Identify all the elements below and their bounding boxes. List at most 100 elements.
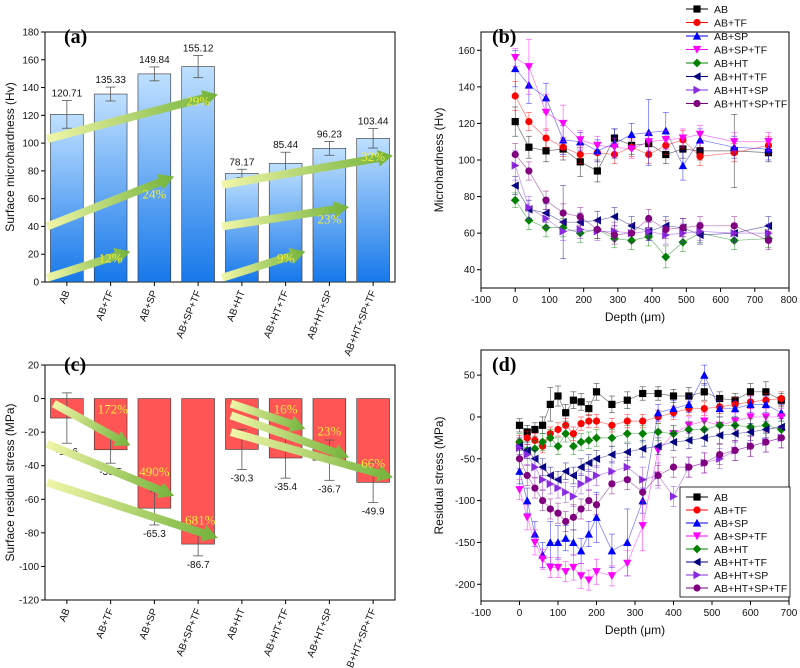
value-label: -36.7 — [318, 484, 341, 495]
data-point — [585, 497, 593, 505]
data-point — [577, 398, 585, 406]
data-point — [554, 425, 562, 434]
x-tick-label: AB+HT — [225, 607, 247, 641]
y-tick-label: 0 — [33, 394, 39, 405]
data-point — [553, 475, 562, 484]
x-tick-label: AB+HT+SP+TF — [343, 607, 379, 668]
data-point — [545, 433, 555, 443]
data-point — [553, 538, 563, 547]
y-tick-label: 20 — [28, 250, 40, 261]
data-point — [542, 147, 550, 155]
increase-arrow — [229, 428, 393, 482]
x-tick-label: 400 — [665, 608, 682, 619]
data-point — [764, 138, 773, 146]
data-point — [623, 447, 631, 457]
data-point — [653, 427, 663, 437]
data-point — [730, 138, 739, 146]
data-point — [569, 430, 578, 438]
data-point — [561, 534, 570, 542]
data-point — [554, 509, 562, 517]
data-point — [511, 54, 520, 62]
legend-entry: AB+SP — [714, 31, 748, 43]
data-point — [696, 227, 705, 236]
data-point — [531, 462, 540, 472]
data-point — [515, 421, 524, 429]
x-tick-label: 400 — [644, 295, 661, 306]
data-point — [669, 463, 678, 471]
data-point — [576, 546, 586, 555]
data-point — [764, 236, 773, 245]
percent-label: 12% — [99, 251, 123, 266]
data-point — [553, 563, 563, 572]
increase-arrow — [220, 247, 306, 282]
legend-entry: AB+HT+TF — [714, 72, 767, 84]
increase-arrow — [45, 247, 131, 282]
data-point — [561, 429, 571, 439]
data-point — [627, 229, 636, 237]
x-tick-label: 600 — [742, 608, 759, 619]
data-point — [730, 429, 739, 438]
y-tick-label: 140 — [22, 83, 39, 94]
value-label: 120.71 — [52, 88, 83, 99]
data-point — [539, 421, 547, 429]
panel-b-microhardness-depth: -100 0 100 200 300 400 500 600 700 800 40 60 80 100 12… — [432, 4, 798, 324]
increase-arrow — [46, 90, 218, 143]
data-point — [731, 446, 739, 454]
data-point — [554, 392, 562, 400]
data-point — [610, 212, 619, 221]
data-point — [777, 434, 785, 442]
y-tick-label: -100 — [455, 496, 475, 507]
data-point — [678, 161, 688, 170]
percent-label: 23% — [317, 424, 341, 439]
legend-marker — [693, 99, 701, 108]
series-ab-ht-sp-tf — [511, 143, 773, 250]
data-point — [559, 227, 568, 236]
legend-entry: AB+HT+SP+TF — [714, 583, 787, 595]
data-point — [746, 388, 755, 396]
value-label: 78.17 — [229, 157, 254, 168]
data-point — [696, 152, 704, 160]
data-point — [584, 458, 593, 468]
panel-c-label: (c) — [64, 354, 86, 376]
x-tick-label: 700 — [781, 608, 798, 619]
y-tick-label: -60 — [25, 495, 40, 506]
percent-label: 9% — [277, 251, 295, 266]
x-tick-label: AB+SP — [138, 607, 161, 642]
data-point — [700, 404, 708, 413]
y-axis-label: Surface residual stress (MPa) — [3, 403, 17, 561]
panel-d-residual-stress-depth: -100 0 100 200 300 400 500 600 700-200-150-100-5… — [432, 349, 798, 637]
y-tick-label: 20 — [28, 361, 40, 372]
legend: ABAB+TFAB+SPAB+SP+TFAB+HTAB+HT+TFAB+HT+S… — [679, 486, 791, 598]
data-point — [525, 167, 533, 175]
data-point — [592, 568, 601, 576]
legend-marker — [692, 72, 701, 81]
data-point — [538, 437, 547, 447]
data-point — [592, 433, 601, 443]
series-line — [514, 200, 769, 258]
data-point — [638, 522, 647, 530]
data-point — [685, 463, 693, 471]
data-point — [654, 389, 662, 398]
data-point — [777, 422, 785, 432]
legend-entry: AB+HT+SP — [714, 570, 768, 582]
y-tick-label: 120 — [458, 119, 475, 130]
data-point — [654, 471, 662, 480]
y-tick-label: 40 — [28, 222, 40, 233]
data-point — [623, 462, 632, 472]
legend-marker — [692, 557, 701, 567]
data-point — [515, 486, 524, 494]
data-point — [638, 444, 647, 453]
data-point — [695, 130, 705, 139]
data-point — [716, 394, 724, 403]
data-point — [561, 467, 570, 476]
plot-frame — [44, 364, 396, 601]
legend-marker — [692, 518, 702, 527]
data-point — [511, 92, 519, 100]
legend-entry: AB+TF — [714, 18, 747, 30]
data-point — [523, 496, 532, 505]
y-tick-label: 80 — [28, 166, 40, 177]
y-tick-label: -20 — [25, 428, 40, 439]
data-point — [715, 420, 725, 430]
x-tick-label: AB+HT — [225, 289, 247, 323]
